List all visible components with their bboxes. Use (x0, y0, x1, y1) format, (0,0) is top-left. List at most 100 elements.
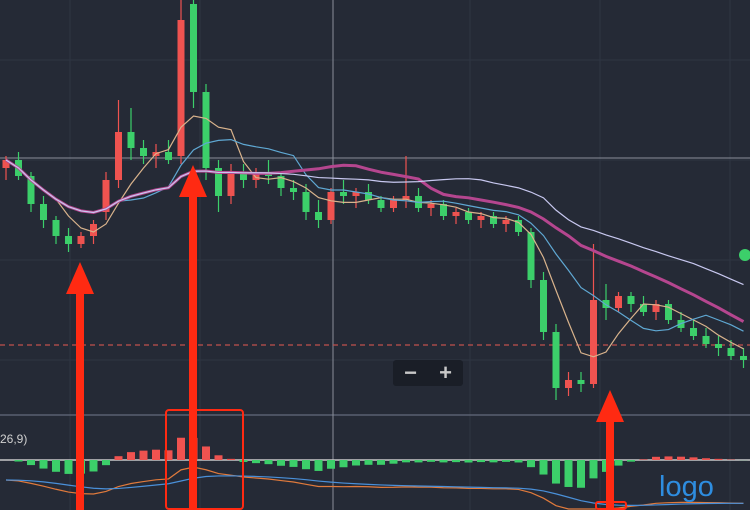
candle-body (302, 192, 310, 212)
candle-body (502, 220, 510, 224)
logo-watermark: logo (659, 471, 714, 503)
macd-histogram-bar (77, 460, 85, 474)
candle-body (340, 192, 347, 196)
candle-body (627, 296, 635, 304)
candle-body (740, 356, 747, 360)
zoom-in-button[interactable]: + (439, 360, 452, 385)
macd-histogram-bar (664, 456, 673, 460)
candle-body (77, 236, 85, 244)
macd-histogram-bar (327, 460, 335, 469)
candle-body (565, 380, 572, 388)
macd-histogram-bar (202, 446, 210, 460)
candle-body (377, 200, 385, 208)
candle-body (440, 204, 447, 216)
candle-body (515, 220, 522, 232)
macd-histogram-bar (52, 460, 60, 472)
macd-histogram-bar (564, 460, 573, 487)
candle-body (240, 172, 247, 180)
macd-histogram-bar (639, 459, 648, 460)
macd-histogram-bar (452, 460, 460, 463)
macd-histogram-bar (514, 460, 523, 463)
macd-histogram-bar (339, 460, 348, 468)
candle-body (315, 212, 322, 220)
candle-body (690, 328, 697, 336)
candle-body (702, 336, 710, 344)
macd-histogram-bar (539, 460, 548, 475)
ma10-line (5, 138, 744, 332)
candle-body (190, 4, 197, 92)
macd-histogram-bar (652, 456, 660, 460)
candle-body (252, 172, 260, 180)
partial-indicator-dot (739, 249, 750, 261)
candle-body (427, 204, 435, 208)
macd-histogram-bar (414, 460, 423, 463)
ma30-line (5, 159, 744, 286)
macd-histogram-bar (352, 460, 360, 466)
candle-body (27, 176, 35, 204)
macd-histogram-bar (214, 455, 223, 460)
candle-body (477, 216, 485, 220)
macd-histogram-bar (264, 460, 273, 465)
macd-histogram-bar (389, 460, 398, 464)
macd-histogram-bar (602, 460, 610, 472)
macd-histogram-bar (139, 450, 148, 460)
macd-histogram-bar (127, 452, 135, 460)
zoom-controls: − + (393, 360, 463, 386)
macd-histogram-bar (39, 460, 48, 469)
candle-body (552, 332, 560, 388)
macd-histogram-bar (489, 460, 498, 463)
candle-body (490, 216, 497, 224)
macd-histogram-bar (14, 460, 23, 462)
candle-body (715, 344, 722, 348)
macd-histogram-bar (427, 460, 435, 462)
macd-histogram-bar (314, 460, 323, 471)
candle-body (115, 132, 122, 180)
macd-histogram-bar (589, 460, 598, 479)
macd-histogram-bar (364, 460, 373, 465)
macd-histogram-bar (627, 460, 635, 462)
macd-histogram-bar (252, 460, 260, 464)
candle-body (52, 220, 60, 236)
ma5-line (5, 115, 744, 358)
macd-histogram-bar (302, 460, 310, 470)
macd-histogram-bar (614, 460, 623, 466)
macd-histogram-bar (527, 460, 535, 468)
macd-histogram-bar (402, 460, 410, 463)
candle-body (665, 304, 672, 320)
macd-histogram-bar (227, 458, 235, 460)
macd-histogram-bar (552, 460, 560, 484)
macd-histogram-bar (714, 458, 723, 460)
candle-body (465, 212, 472, 220)
candle-body (365, 192, 372, 200)
candle-body (590, 300, 597, 384)
candle-body (327, 192, 335, 220)
macd-histogram-bar (277, 460, 285, 466)
macd-histogram-bar (477, 460, 485, 463)
candle-body (2, 160, 10, 168)
candle-body (452, 212, 460, 216)
candle-body (65, 236, 72, 244)
zoom-out-button[interactable]: − (404, 360, 417, 385)
candle-body (40, 204, 47, 220)
macd-histogram-bar (239, 460, 248, 462)
candle-body (227, 172, 235, 196)
candle-body (652, 304, 660, 312)
macd-histogram-bar (164, 450, 173, 460)
candle-body (177, 20, 185, 156)
macd-histogram-bar (64, 460, 73, 474)
candle-body (615, 296, 622, 308)
candle-body (277, 176, 285, 188)
macd-histogram-bar (289, 460, 298, 467)
macd-dea-line (5, 475, 744, 506)
candle-body (290, 188, 297, 192)
macd-histogram-bar (439, 460, 448, 463)
macd-histogram-bar (502, 460, 510, 462)
candle-body (602, 300, 610, 308)
macd-histogram-bar (27, 460, 35, 466)
candle-body (540, 280, 547, 332)
candle-body (202, 92, 210, 168)
candle-body (402, 196, 410, 200)
candle-body (727, 348, 735, 356)
